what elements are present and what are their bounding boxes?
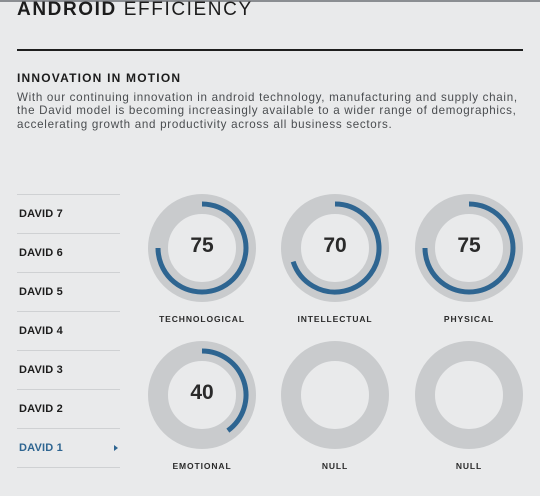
gauge-emotional: 40 EMOTIONAL — [148, 341, 256, 471]
section-description: With our continuing innovation in androi… — [17, 91, 518, 131]
section-heading: INNOVATION IN MOTION — [17, 71, 182, 85]
gauge-intellectual: 70 INTELLECTUAL — [281, 194, 389, 324]
top-border — [0, 0, 540, 2]
model-label: DAVID 5 — [19, 286, 63, 298]
gauge-label: PHYSICAL — [443, 314, 495, 324]
model-item-david-1[interactable]: DAVID 1 — [17, 429, 120, 468]
gauge-label: NULL — [455, 461, 483, 471]
page-title-light: EFFICIENCY — [123, 0, 253, 20]
gauge-value: 75 — [457, 234, 481, 257]
model-label: DAVID 1 — [19, 442, 63, 454]
gauge-track — [415, 341, 523, 449]
gauge-arc — [155, 201, 249, 295]
gauge-value: 75 — [190, 234, 214, 257]
gauge-arc — [422, 201, 516, 295]
page-title: ANDROID EFFICIENCY — [17, 0, 253, 22]
gauge-label: TECHNOLOGICAL — [159, 314, 245, 324]
model-item-david-5[interactable]: DAVID 5 — [17, 273, 120, 312]
gauge-ring — [148, 194, 256, 302]
chevron-right-icon — [114, 445, 118, 451]
gauge-ring — [415, 194, 523, 302]
gauge-label: NULL — [321, 461, 349, 471]
model-item-david-2[interactable]: DAVID 2 — [17, 390, 120, 429]
gauge-value: 70 — [323, 234, 347, 257]
gauge-arc — [201, 348, 249, 433]
gauge-arc — [290, 201, 382, 295]
model-label: DAVID 7 — [19, 208, 63, 220]
model-item-david-3[interactable]: DAVID 3 — [17, 351, 120, 390]
gauge-track — [281, 341, 389, 449]
gauge-technological: 75 TECHNOLOGICAL — [148, 194, 256, 324]
gauge-null-1: NULL — [281, 341, 389, 471]
gauge-physical: 75 PHYSICAL — [415, 194, 523, 324]
model-label: DAVID 3 — [19, 364, 63, 376]
gauge-label: EMOTIONAL — [172, 461, 232, 471]
gauge-ring — [148, 341, 256, 449]
gauge-label: INTELLECTUAL — [297, 314, 373, 324]
gauge-value: 40 — [190, 381, 214, 404]
model-label: DAVID 6 — [19, 247, 63, 259]
gauge-ring — [281, 194, 389, 302]
model-item-david-6[interactable]: DAVID 6 — [17, 234, 120, 273]
title-divider — [17, 49, 523, 51]
model-item-david-7[interactable]: DAVID 7 — [17, 195, 120, 234]
gauge-ring — [415, 341, 523, 449]
model-label: DAVID 4 — [19, 325, 63, 337]
page-title-bold: ANDROID — [17, 0, 117, 20]
model-list: DAVID 7 DAVID 6 DAVID 5 DAVID 4 DAVID 3 … — [17, 194, 120, 468]
gauge-null-2: NULL — [415, 341, 523, 471]
model-label: DAVID 2 — [19, 403, 63, 415]
gauge-ring — [281, 341, 389, 449]
model-item-david-4[interactable]: DAVID 4 — [17, 312, 120, 351]
